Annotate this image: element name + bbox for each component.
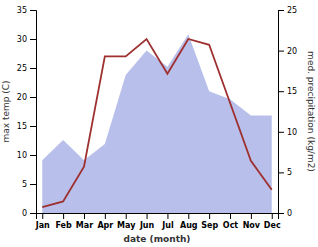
tick-mark	[230, 213, 231, 219]
tick-mark	[42, 213, 43, 219]
y2-axis: 0 5 10 15 20 25	[278, 6, 297, 218]
y2-axis-title: med. precipitation (kg/m2)	[306, 51, 316, 172]
tick: Jan	[35, 213, 50, 230]
tick: May	[117, 213, 136, 230]
tick: 5	[278, 168, 292, 177]
tick-mark	[30, 213, 36, 214]
tick: Sep	[201, 213, 218, 230]
tick: Feb	[55, 213, 72, 230]
tick-mark	[209, 213, 210, 219]
tick-label: 25	[17, 64, 27, 73]
temp-line	[42, 39, 271, 207]
tick-label: Nov	[243, 221, 261, 230]
tick-label: Mar	[76, 221, 93, 230]
tick-label: 30	[17, 35, 27, 44]
tick-label: Oct	[223, 221, 239, 230]
tick: 10	[278, 128, 297, 137]
tick-mark	[30, 155, 36, 156]
tick-mark	[278, 51, 284, 52]
tick-label: 20	[287, 47, 297, 56]
tick: Apr	[97, 213, 113, 230]
tick: Jul	[161, 213, 174, 230]
tick: 35	[17, 6, 36, 15]
x-axis: Jan Feb Mar Apr MayJun Jul AugSep Oct NovDec	[35, 213, 281, 230]
tick-label: May	[117, 221, 136, 230]
tick: 15	[17, 122, 36, 131]
tick: Nov	[243, 213, 261, 230]
tick-mark	[30, 126, 36, 127]
tick-mark	[30, 68, 36, 69]
tick-label: 5	[22, 180, 27, 189]
tick: 20	[17, 93, 36, 102]
tick: Mar	[76, 213, 93, 230]
tick: Aug	[180, 213, 198, 230]
tick-mark	[30, 10, 36, 11]
tick-label: 10	[287, 128, 297, 137]
x-axis-title: date (month)	[124, 234, 191, 244]
y-axis-title: max temp (C)	[1, 80, 11, 142]
tick-label: 25	[287, 6, 297, 15]
axis-line	[279, 11, 285, 214]
tick-label: Aug	[180, 221, 198, 230]
tick-label: 15	[287, 87, 297, 96]
tick-mark	[278, 213, 284, 214]
tick-mark	[278, 132, 284, 133]
tick: 25	[278, 6, 297, 15]
tick-mark	[30, 39, 36, 40]
tick-mark	[126, 213, 127, 219]
tick-label: Jul	[161, 221, 174, 230]
precip-area	[42, 34, 271, 213]
tick-label: 20	[17, 93, 27, 102]
tick-label: 0	[22, 209, 27, 218]
tick-mark	[278, 172, 284, 173]
marks	[42, 34, 271, 213]
tick: 20	[278, 47, 297, 56]
tick-mark	[30, 97, 36, 98]
tick: 0	[278, 209, 292, 218]
tick: 30	[17, 35, 36, 44]
tick-label: Sep	[201, 221, 218, 230]
tick-mark	[63, 213, 64, 219]
tick-mark	[105, 213, 106, 219]
tick-mark	[188, 213, 189, 219]
tick: Oct	[223, 213, 239, 230]
chart: Jan Feb Mar Apr MayJun Jul AugSep Oct NovDec 0 5 10…	[0, 0, 318, 247]
tick-label: 15	[17, 122, 27, 131]
tick-mark	[278, 91, 284, 92]
y-axis: 0 5 10 15 20 25 30 35	[17, 6, 37, 218]
tick: 15	[278, 87, 297, 96]
tick: Dec	[264, 213, 281, 230]
tick-label: Dec	[264, 221, 281, 230]
tick-label: 5	[287, 168, 292, 177]
tick: 5	[22, 180, 36, 189]
tick: Jun	[139, 213, 155, 230]
tick-mark	[272, 213, 273, 219]
tick-mark	[84, 213, 85, 219]
tick: 0	[22, 209, 36, 218]
tick-label: Jan	[35, 221, 50, 230]
tick-label: 35	[17, 6, 27, 15]
tick: 25	[17, 64, 36, 73]
tick-label: Jun	[139, 221, 155, 230]
tick-label: 0	[287, 209, 292, 218]
axis-line	[30, 11, 37, 214]
tick-mark	[167, 213, 168, 219]
tick-label: Apr	[97, 221, 113, 230]
plot: Jan Feb Mar Apr MayJun Jul AugSep Oct NovDec 0 5 10…	[1, 6, 316, 244]
tick: 10	[17, 151, 36, 160]
tick-mark	[147, 213, 148, 219]
tick-mark	[30, 184, 36, 185]
tick-mark	[278, 10, 284, 11]
tick-label: 10	[17, 151, 27, 160]
tick-mark	[251, 213, 252, 219]
axis-line	[37, 214, 279, 220]
tick-label: Feb	[55, 221, 72, 230]
